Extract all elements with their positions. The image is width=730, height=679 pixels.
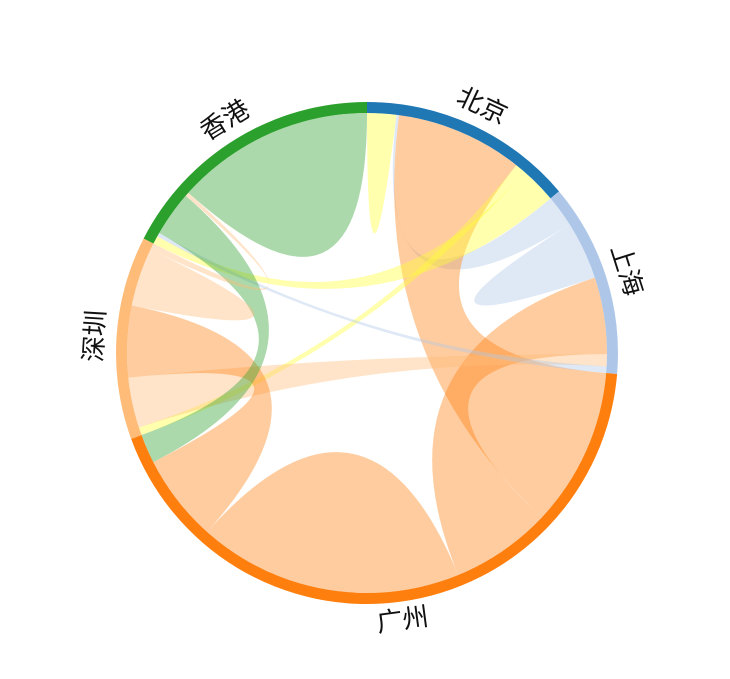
chord-上海-广州 xyxy=(432,277,608,575)
chord-北京-香港 xyxy=(153,171,551,289)
group-arcs xyxy=(116,102,618,604)
chord-北京-广州 xyxy=(394,115,607,518)
chord-香港-香港 xyxy=(188,112,367,257)
chord-广州-深圳 xyxy=(126,305,272,532)
chord-北京-北京 xyxy=(367,113,397,234)
chord-广州-香港 xyxy=(141,195,269,463)
chord-上海-深圳 xyxy=(128,354,607,428)
group-arc-深圳 xyxy=(116,238,154,439)
chord-上海-上海 xyxy=(474,224,595,306)
group-arc-上海 xyxy=(550,191,618,374)
group-label-上海: 上海 xyxy=(604,241,648,300)
group-label-广州: 广州 xyxy=(375,602,431,639)
group-arc-香港 xyxy=(143,102,367,244)
group-arc-北京 xyxy=(367,102,559,199)
chord-广州-广州 xyxy=(207,452,459,594)
chord-ribbons xyxy=(126,112,608,594)
chord-深圳-深圳 xyxy=(131,249,255,321)
chord-北京-上海 xyxy=(392,114,570,270)
group-label-深圳: 深圳 xyxy=(79,309,112,363)
